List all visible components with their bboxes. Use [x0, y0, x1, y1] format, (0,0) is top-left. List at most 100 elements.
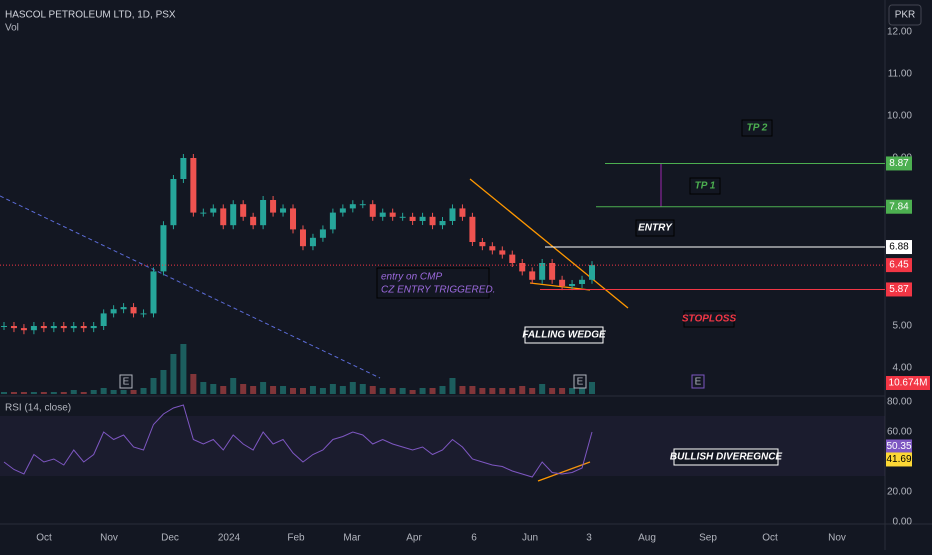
candle — [559, 279, 566, 287]
candle — [280, 208, 287, 213]
tp2: TP 2 — [747, 123, 768, 134]
volume-bar — [200, 382, 207, 394]
wedge-box — [524, 326, 604, 344]
candle — [389, 212, 396, 217]
rsi-line — [3, 404, 593, 478]
volume-bar — [190, 374, 197, 394]
volume-bar — [329, 384, 336, 394]
time-label: Nov — [828, 533, 846, 544]
candle — [299, 229, 306, 247]
wedge: FALLING WEDGE — [522, 330, 606, 341]
cmp-note: entry on CMP — [381, 272, 442, 283]
wedge-line — [529, 282, 591, 291]
price-tick-label: 5.00 — [893, 321, 913, 332]
volume-bar — [559, 388, 566, 394]
volume-bar — [509, 388, 516, 394]
earnings-marker[interactable] — [573, 374, 587, 389]
cmp-note: CZ ENTRY TRIGGERED. — [381, 285, 495, 296]
volume-bar — [439, 386, 446, 394]
candle — [90, 326, 97, 329]
price-tag — [886, 199, 912, 214]
candle — [469, 216, 476, 242]
price-tick-label: 11.00 — [888, 69, 913, 80]
time-label: 3 — [586, 533, 592, 544]
earnings-label[interactable]: E — [577, 377, 584, 388]
price-tag — [886, 240, 912, 255]
candle — [260, 200, 267, 226]
earnings-label[interactable]: E — [123, 377, 130, 388]
volume-bar — [449, 378, 456, 394]
volume-bar — [519, 386, 526, 394]
rsi-tick-label: 80.00 — [887, 397, 912, 408]
volume-bar — [539, 384, 546, 394]
earnings-label[interactable]: E — [695, 377, 702, 388]
price-tag — [886, 258, 912, 273]
candle — [439, 221, 446, 226]
volume-bar — [429, 388, 436, 394]
price-tag-label: 6.88 — [889, 242, 909, 253]
volume-bar — [100, 388, 107, 394]
volume-bar — [349, 382, 356, 394]
candle — [589, 265, 595, 280]
volume-bar — [110, 390, 117, 394]
price-tag — [886, 282, 912, 297]
volume-bar — [479, 388, 486, 394]
volume-bar — [469, 386, 476, 394]
candle — [40, 326, 47, 329]
volume-bar — [90, 390, 97, 394]
candle — [519, 263, 526, 272]
volume-tag-label: 10.674M — [889, 378, 928, 389]
price-tag — [886, 156, 912, 171]
rsi-tick-label: 60.00 — [887, 427, 912, 438]
entry-box — [635, 219, 675, 237]
divergence-box — [673, 448, 779, 466]
price-tick-label: 10.00 — [887, 111, 912, 122]
candle — [100, 313, 107, 326]
time-label: Oct — [36, 533, 52, 544]
candle — [190, 158, 197, 213]
volume-bar — [359, 384, 366, 394]
candle — [379, 212, 386, 217]
currency[interactable]: PKR — [895, 10, 916, 21]
volume-bar — [459, 386, 466, 394]
volume-bar — [20, 392, 27, 394]
candle — [200, 212, 207, 214]
currency-button[interactable] — [888, 4, 922, 26]
volume-bar — [419, 388, 426, 394]
stoploss-box — [683, 310, 735, 328]
volume-bar — [529, 388, 536, 394]
candle — [150, 271, 157, 314]
candle — [509, 254, 516, 263]
volume-bar — [270, 386, 277, 394]
candle — [329, 212, 336, 230]
earnings-marker[interactable] — [691, 374, 705, 389]
divergence: BULLISH DIVEREGNCE — [670, 452, 783, 463]
candle — [529, 271, 536, 280]
time-label: Mar — [343, 533, 361, 544]
candle — [240, 204, 247, 217]
price-tag-label: 5.87 — [889, 284, 909, 295]
candle — [230, 204, 237, 226]
candle — [30, 326, 37, 331]
candle — [180, 158, 187, 179]
earnings-marker[interactable] — [119, 374, 133, 389]
rsi-tag — [886, 439, 912, 454]
wedge-line — [469, 178, 629, 309]
volume-bar — [369, 386, 376, 394]
time-label: 2024 — [218, 533, 241, 544]
time-label: Apr — [406, 533, 422, 544]
volume-bar — [399, 388, 406, 394]
vol-label: Vol — [5, 23, 19, 34]
candle — [80, 326, 87, 329]
volume-bar — [210, 384, 217, 394]
candle — [70, 326, 77, 329]
rsi-tick-label: 20.00 — [887, 487, 912, 498]
volume-bar — [379, 388, 386, 394]
volume-bar — [80, 392, 87, 394]
price-tag-label: 8.87 — [889, 158, 909, 169]
candle — [359, 204, 366, 206]
rsi-tag — [886, 452, 912, 467]
volume-bar — [589, 382, 595, 394]
volume-bar — [290, 388, 297, 394]
